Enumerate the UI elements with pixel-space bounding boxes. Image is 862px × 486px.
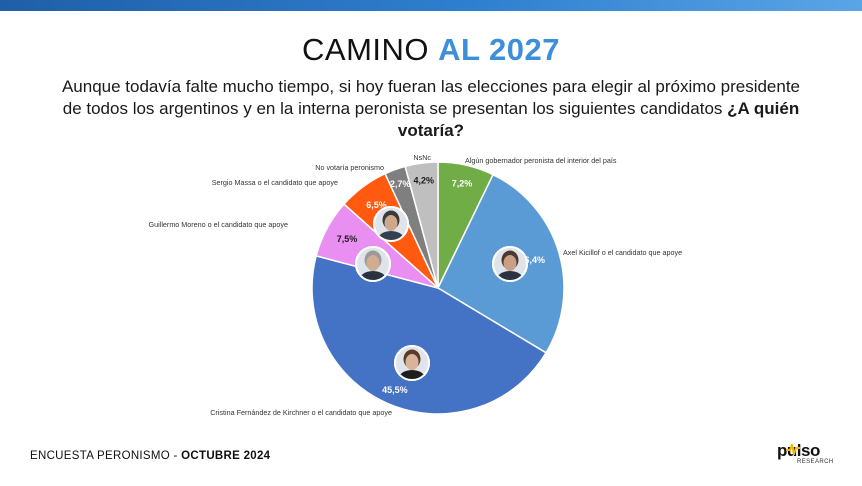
pie-category-label: Axel Kicillof o el candidato que apoye xyxy=(563,248,682,257)
pie-category-label: NsNc xyxy=(413,153,431,162)
pie-value-label: 26,4% xyxy=(519,255,545,265)
survey-question: Aunque todavía falte mucho tiempo, si ho… xyxy=(60,76,802,142)
pie-value-label: 7,2% xyxy=(452,179,473,189)
logo-word: pulso xyxy=(777,441,820,460)
pie-value-label: 4,2% xyxy=(413,176,434,186)
pie-category-label: No votaría peronismo xyxy=(315,163,384,172)
question-bold: ¿A quién votaría? xyxy=(397,99,800,140)
pie-value-label: 45,5% xyxy=(382,385,408,395)
candidate-photo-cristina-icon xyxy=(394,345,430,381)
candidate-photo-kicillof-icon xyxy=(492,246,528,282)
pie-slice xyxy=(404,161,439,289)
pie-category-label: Cristina Fernández de Kirchner o el cand… xyxy=(210,408,392,417)
pulse-icon xyxy=(786,444,800,455)
pie-category-label: Guillermo Moreno o el candidato que apoy… xyxy=(149,220,288,229)
pie-value-label: 7,5% xyxy=(337,234,358,244)
footer-date: OCTUBRE 2024 xyxy=(181,450,271,462)
pie-value-label: 2,7% xyxy=(390,179,411,189)
pie-category-label: Algún gobernador peronista del interior … xyxy=(465,156,617,165)
footer-caption: ENCUESTA PERONISMO - OCTUBRE 2024 xyxy=(30,450,270,462)
title-accent: AL 2027 xyxy=(438,32,560,67)
question-text: Aunque todavía falte mucho tiempo, si ho… xyxy=(61,77,801,118)
pie-category-label: Sergio Massa o el candidato que apoye xyxy=(212,178,338,187)
top-accent-bar xyxy=(0,0,862,11)
candidate-photo-moreno-icon xyxy=(355,246,391,282)
page-title: CAMINO AL 2027 xyxy=(0,32,862,68)
pulso-logo: pulso RESEARCH xyxy=(777,441,837,467)
candidate-photo-massa-icon xyxy=(373,206,409,242)
pie-slice xyxy=(311,254,548,415)
logo-tagline: RESEARCH xyxy=(797,459,834,465)
footer-survey: ENCUESTA PERONISMO - xyxy=(30,450,182,462)
pie-value-label: 6,5% xyxy=(366,200,387,210)
title-main: CAMINO xyxy=(302,32,430,67)
